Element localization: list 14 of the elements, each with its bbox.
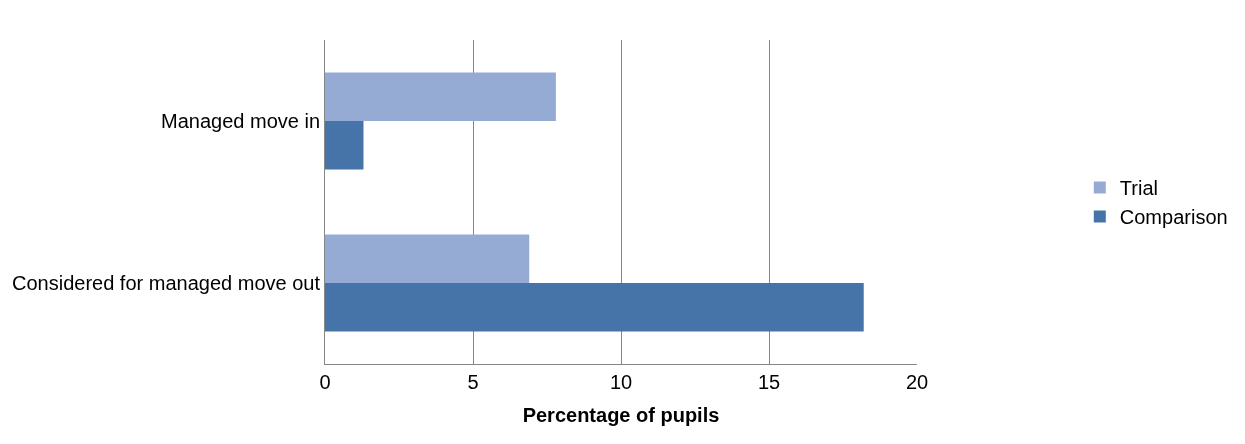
x-tick-label: 5: [467, 371, 479, 393]
bar: [325, 283, 864, 332]
bar: [325, 234, 530, 283]
y-tick-label: Managed move in: [161, 110, 320, 132]
y-tick-label: Considered for managed move out: [12, 272, 321, 294]
bar: [325, 72, 556, 121]
x-tick-label: 15: [757, 371, 781, 393]
x-tick-label: 10: [609, 371, 633, 393]
bar: [325, 121, 364, 170]
legend-label: Trial: [1119, 177, 1158, 200]
legend-label: Comparison: [1119, 206, 1228, 229]
x-tick-label: 0: [319, 371, 331, 393]
x-tick-label: 20: [905, 371, 929, 393]
x-axis-title: Percentage of pupils: [522, 403, 720, 426]
